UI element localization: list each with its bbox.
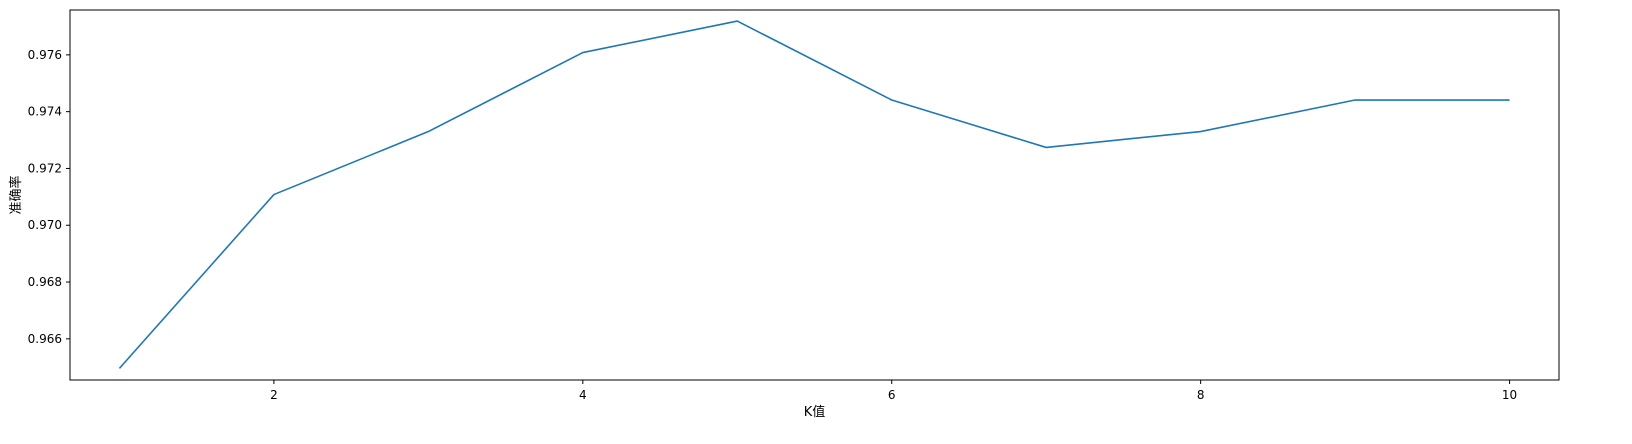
y-tick-label: 0.966 [28,332,62,346]
y-tick-label: 0.968 [28,275,62,289]
y-tick-label: 0.972 [28,161,62,175]
y-tick-label: 0.976 [28,48,62,62]
y-tick-label: 0.970 [28,218,62,232]
x-tick-label: 10 [1502,388,1517,402]
x-tick-label: 8 [1197,388,1205,402]
series-layer [118,20,1510,369]
x-axis-label: K值 [804,404,826,420]
x-tick-label: 4 [579,388,587,402]
y-axis-ticks: 0.966 0.968 0.970 0.972 0.974 0.976 [28,48,70,346]
y-tick-label: 0.974 [28,105,62,119]
x-axis-ticks: 2 4 6 8 10 [270,380,1517,402]
y-axis-label: 准确率 [8,175,24,214]
series-line [118,20,1510,369]
x-tick-label: 2 [270,388,278,402]
plot-frame [69,9,1560,381]
x-tick-label: 6 [888,388,896,402]
